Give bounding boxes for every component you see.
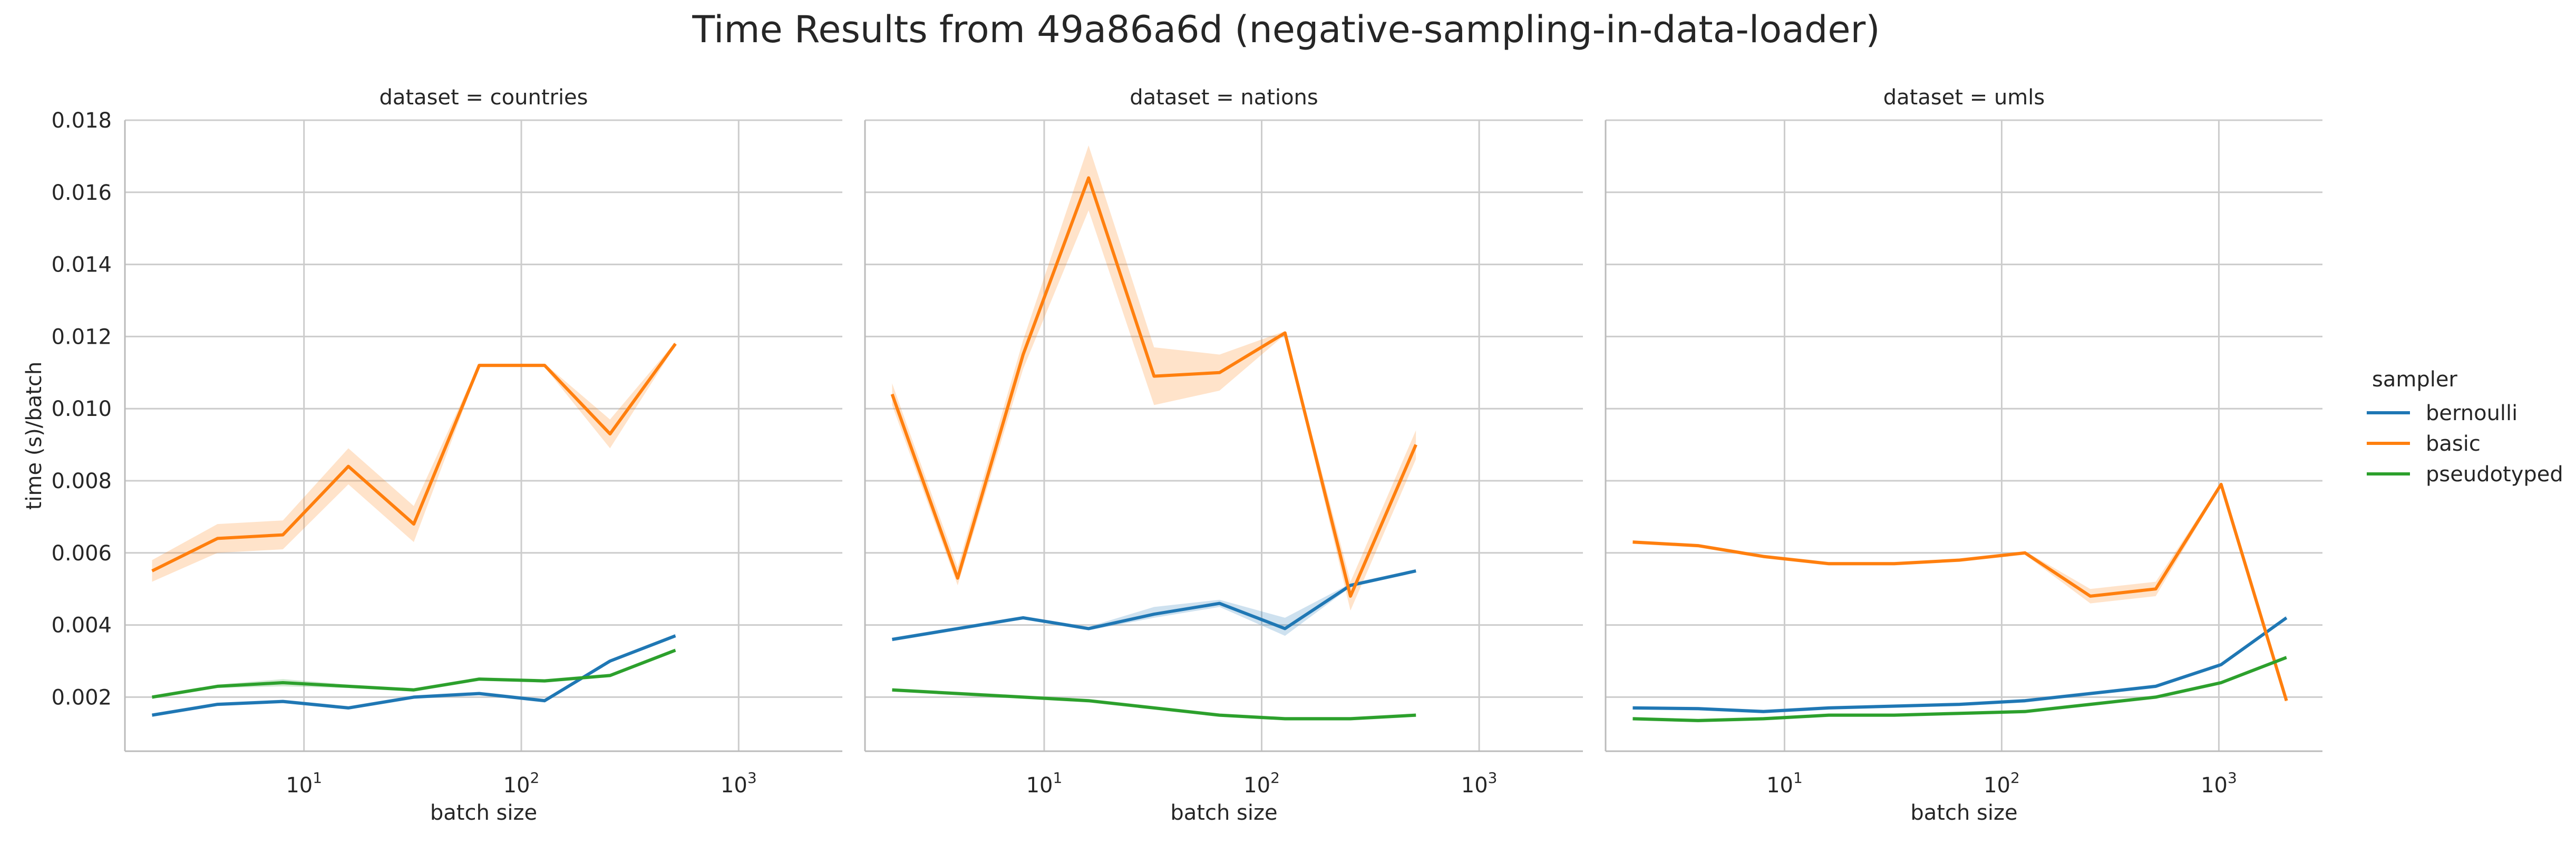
series-basic-band [892, 145, 1416, 611]
series-basic-line [1632, 482, 2288, 702]
legend: sampler bernoulli basic pseudotyped [2367, 367, 2563, 487]
series-bernoulli-line [152, 634, 676, 717]
y-tick-label: 0.004 [51, 614, 112, 638]
x-axis-label: batch size [1910, 801, 2017, 825]
x-tick-label: 103 [2201, 769, 2237, 798]
x-tick-label: 101 [1026, 769, 1063, 798]
series-bernoulli-band [892, 569, 1416, 642]
x-tick-label: 103 [1461, 769, 1498, 798]
x-tick-label: 102 [1243, 769, 1280, 798]
series-basic-line [151, 343, 677, 572]
x-tick-label: 101 [1766, 769, 1803, 798]
y-tick-label: 0.014 [51, 253, 112, 277]
series-pseudotyped-line [152, 648, 676, 699]
series-basic-band [152, 342, 676, 582]
chart-panels: 0.002 0.004 0.006 0.008 0.010 0.012 0.014 0.016… [22, 85, 2322, 825]
legend-title: sampler [2372, 367, 2457, 392]
series-pseudotyped-line [892, 688, 1416, 721]
panel-1: 0.002 0.004 0.006 0.008 0.010 0.012 0.014 0.016… [22, 85, 842, 825]
x-tick-label: 102 [503, 769, 540, 798]
series-basic-line [890, 176, 1417, 598]
legend-label-bernoulli: bernoulli [2426, 401, 2517, 425]
series-pseudotyped-line [1632, 656, 2287, 722]
series-pseudotyped-band [152, 648, 676, 699]
y-tick-label: 0.012 [51, 325, 112, 349]
panel-title: dataset = countries [379, 85, 588, 110]
x-tick-label: 102 [1984, 769, 2020, 798]
series-bernoulli-line [1632, 616, 2288, 713]
x-tick-label: 103 [721, 769, 757, 798]
y-tick-label: 0.002 [51, 685, 112, 710]
y-tick-label: 0.006 [51, 541, 112, 566]
series-bernoulli-band [1632, 616, 2287, 714]
panel-title: dataset = nations [1130, 85, 1318, 110]
x-axis-label: batch size [430, 801, 537, 825]
panel-2: 101 102 103 dataset = nations batch size [864, 85, 1583, 825]
y-tick-label: 0.008 [51, 469, 112, 493]
chart-title: Time Results from 49a86a6d (negative-sam… [692, 8, 1880, 51]
panel-3: 101 102 103 dataset = umls batch size [1605, 85, 2322, 825]
series-basic-band [1632, 482, 2287, 703]
series-bernoulli-line [892, 569, 1416, 641]
y-tick-label: 0.010 [51, 397, 112, 421]
legend-label-basic: basic [2426, 432, 2481, 456]
x-tick-label: 101 [286, 769, 322, 798]
y-axis-label: time (s)/batch [22, 362, 46, 510]
x-axis-label: batch size [1170, 801, 1277, 825]
panel-title: dataset = umls [1883, 85, 2045, 110]
y-tick-label: 0.018 [51, 109, 112, 133]
legend-label-pseudotyped: pseudotyped [2426, 462, 2563, 487]
y-tick-label: 0.016 [51, 181, 112, 205]
